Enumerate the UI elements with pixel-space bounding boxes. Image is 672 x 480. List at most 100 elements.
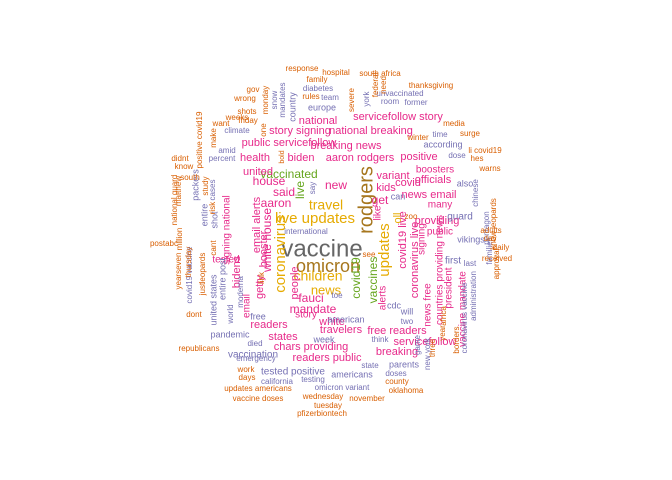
- word-omicron: omicron: [296, 256, 360, 276]
- word-new-york: new york: [423, 337, 432, 370]
- word-hes: hes: [471, 154, 484, 163]
- word-families: families: [485, 237, 494, 264]
- word-york: york: [362, 90, 371, 106]
- word-severe: severe: [347, 87, 356, 112]
- word-travelers: travelers: [320, 324, 363, 336]
- word-national-breaking: national breaking: [329, 125, 413, 137]
- word-guard: guard: [447, 212, 473, 223]
- word-rodgers: rodgers: [355, 166, 377, 234]
- word-two: two: [401, 317, 414, 326]
- word-country: country: [287, 92, 297, 122]
- word-li-covid19: li covid19: [468, 146, 502, 155]
- word-international: international: [284, 227, 328, 236]
- word-email: email: [242, 294, 253, 318]
- word-people: people: [289, 266, 301, 299]
- word-readers: readers: [250, 319, 288, 331]
- word-vikings: vikings: [457, 234, 485, 244]
- word-chars-providing: chars providing: [274, 341, 349, 353]
- word-can: can: [391, 191, 406, 201]
- word-team: team: [321, 93, 339, 102]
- word-tested-positive: tested positive: [261, 367, 325, 378]
- word-positive-covid19: positive covid19: [195, 111, 204, 168]
- word-covid: covid: [395, 177, 421, 189]
- word-public: public: [427, 227, 453, 238]
- word-president: president: [444, 267, 455, 308]
- word-mandates: mandates: [278, 82, 287, 117]
- word-didnt: didnt: [171, 154, 189, 163]
- word-said: said: [273, 185, 295, 199]
- word-gov: gov: [247, 85, 260, 94]
- word-will: will: [400, 306, 414, 316]
- word-white-house: white house: [260, 208, 274, 273]
- word-county: county: [385, 377, 409, 386]
- word-news-free: news free: [423, 283, 434, 327]
- word-american: american: [327, 314, 364, 324]
- word-surge: surge: [460, 129, 481, 138]
- word-omicron-variant: omicron variant: [315, 383, 370, 392]
- word-weeks: weeks: [225, 113, 249, 122]
- word-cant: cant: [209, 240, 218, 256]
- word-vaccines: vaccines: [366, 257, 380, 304]
- word-zoo: zoo: [405, 212, 418, 221]
- word-media: media: [443, 119, 465, 128]
- word-three: three: [428, 338, 437, 357]
- word-daily: daily: [493, 243, 509, 252]
- word-days: days: [239, 373, 256, 382]
- word-received: received: [482, 254, 512, 263]
- word-former: former: [404, 98, 427, 107]
- word-emergency: emergency: [236, 354, 276, 363]
- word-vaccine-mandate: vaccine mandate: [458, 271, 469, 347]
- word-packers: packers: [190, 169, 200, 201]
- word-covid19: covid19: [349, 257, 363, 299]
- word-think: think: [372, 335, 390, 344]
- word-live: live: [293, 181, 307, 199]
- word-dose: dose: [448, 151, 466, 160]
- word-tested: tested: [212, 255, 239, 266]
- word-testing: testing: [301, 375, 325, 384]
- word-first: first: [445, 256, 461, 267]
- word-chinese: chinese: [471, 179, 480, 207]
- word-servicefollow: servicefollow: [394, 336, 457, 348]
- word-family: family: [307, 75, 328, 84]
- word-coronavirus: coronavirus: [272, 215, 289, 293]
- word-news-email: news email: [401, 189, 456, 201]
- word-officials: officials: [415, 174, 452, 186]
- word-oklahoma: oklahoma: [389, 386, 424, 395]
- word-kids: kids: [376, 182, 396, 194]
- word-time: time: [432, 130, 448, 139]
- word-coronavirus-live: coronavirus live: [409, 222, 421, 298]
- word-public-servicefollow: public servicefollow: [242, 137, 337, 149]
- word-biden: biden: [288, 152, 315, 164]
- word-amid: amid: [218, 146, 235, 155]
- word-know: know: [175, 162, 194, 171]
- word-percent: percent: [209, 154, 236, 163]
- word-year: year: [438, 325, 447, 341]
- word-week: week: [312, 334, 335, 344]
- word-california: california: [261, 377, 294, 386]
- word-pfizerbiontech: pfizerbiontech: [297, 409, 347, 418]
- word-unvaccinated: unvaccinated: [376, 89, 423, 98]
- word-vaccine-doses: vaccine doses: [233, 394, 284, 403]
- word-thursday: thursday: [184, 247, 193, 278]
- word-get: get: [372, 193, 389, 207]
- word-hospital: hospital: [322, 68, 350, 77]
- word-warns: warns: [478, 164, 500, 173]
- word-like: like: [373, 205, 384, 220]
- word-dont: dont: [186, 310, 202, 319]
- word-health: health: [240, 152, 270, 164]
- word-providing: providing: [415, 215, 460, 227]
- word-thanksgiving: thanksgiving: [409, 81, 453, 90]
- word-parents: parents: [389, 359, 420, 369]
- word-south: south: [180, 173, 200, 182]
- word-shots: shots: [237, 107, 256, 116]
- word-signing-national: signing national: [222, 195, 233, 265]
- word-covid19-vaccine: covid19 vaccine: [185, 246, 194, 303]
- word-winter: winter: [406, 133, 429, 142]
- word-free-readers: free readers: [367, 325, 427, 337]
- word-want: want: [212, 119, 231, 128]
- word-moderna: moderna: [236, 276, 245, 308]
- word-news: news: [311, 282, 342, 297]
- word-wrong: wrong: [233, 94, 256, 103]
- word-positive: positive: [400, 151, 437, 163]
- word-federal: federal: [371, 73, 380, 98]
